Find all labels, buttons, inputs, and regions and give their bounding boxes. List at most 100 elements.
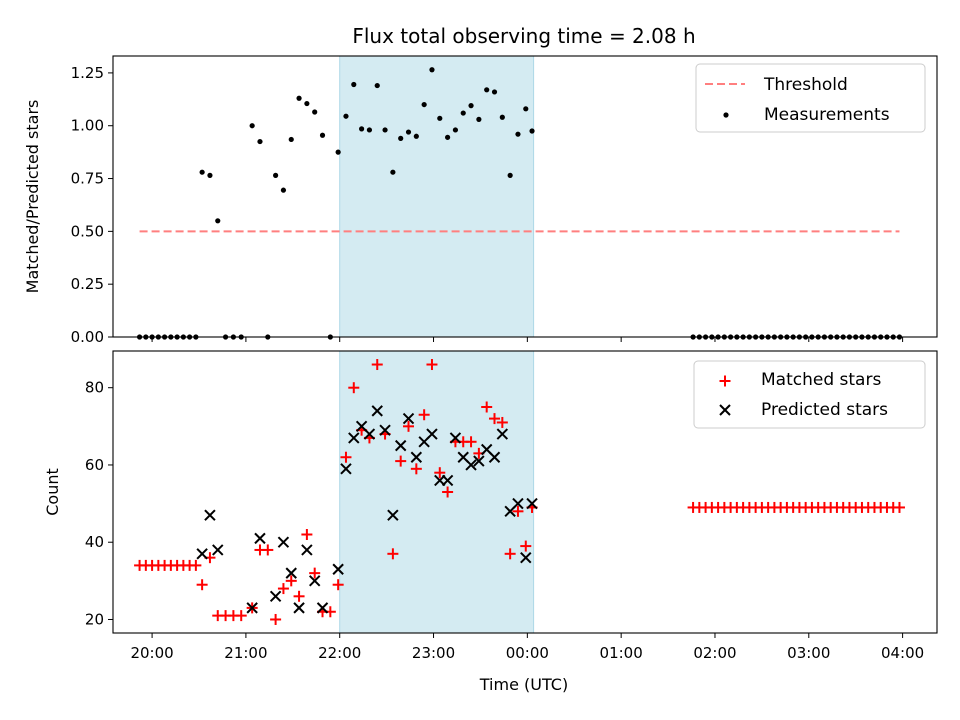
- y-tick-label: 0.25: [71, 275, 104, 293]
- predicted-star-marker: [387, 509, 399, 521]
- matched-star-marker: [332, 579, 344, 591]
- measurement-point: [351, 81, 357, 88]
- measurement-point: [382, 127, 388, 133]
- measurement-point: [405, 129, 412, 135]
- measurement-point: [460, 110, 466, 116]
- predicted-star-marker: [449, 432, 462, 444]
- matched-star-marker: [893, 501, 905, 513]
- measurement-point: [296, 95, 302, 101]
- matched-star-marker: [190, 559, 202, 571]
- top-panel-frame: [112, 55, 938, 338]
- matched-star-marker: [293, 590, 305, 602]
- matched-star-marker: [301, 528, 313, 540]
- matched-star-marker: [371, 359, 383, 371]
- matched-star-marker: [340, 451, 352, 463]
- matched-star-marker: [489, 413, 501, 425]
- x-tick-label: 01:00: [600, 644, 643, 662]
- predicted-star-marker: [402, 412, 415, 425]
- matched-star-marker: [387, 548, 399, 560]
- measurement-point: [304, 100, 310, 107]
- y-tick-label: 60: [85, 456, 104, 474]
- matched-star-marker: [481, 401, 493, 413]
- matched-star-marker: [235, 610, 247, 622]
- measurement-point: [390, 169, 396, 175]
- measurement-point: [257, 138, 263, 145]
- predicted-star-marker: [308, 575, 321, 587]
- predicted-star-marker: [196, 548, 208, 560]
- predicted-star-marker: [301, 544, 313, 556]
- predicted-star-marker: [212, 544, 224, 556]
- matched-star-marker: [277, 583, 289, 595]
- measurement-point: [476, 116, 482, 122]
- predicted-star-marker: [363, 428, 376, 440]
- y-tick-label: 1.25: [71, 64, 104, 82]
- matched-star-marker: [395, 455, 407, 467]
- matched-star-marker: [270, 613, 282, 625]
- measurement-point: [280, 187, 287, 193]
- measurement-point: [484, 87, 490, 93]
- predicted-star-marker: [204, 509, 216, 521]
- measurement-point: [374, 82, 380, 89]
- y-tick-label: 0.00: [71, 328, 104, 346]
- predicted-star-marker: [488, 451, 501, 463]
- legend-measurements-label: Measurements: [764, 105, 890, 125]
- predicted-star-marker: [520, 551, 532, 564]
- predicted-star-marker: [285, 567, 297, 579]
- predicted-star-marker: [340, 463, 352, 475]
- matched-star-marker: [426, 359, 438, 371]
- measurement-point: [523, 106, 529, 112]
- predicted-star-marker: [316, 602, 329, 614]
- predicted-star-marker: [269, 590, 282, 603]
- measurement-point: [215, 218, 221, 224]
- bottom-panel-x-ticks: 20:00 21:00 22:00 23:00 00:00 01:00 02:00 03:00…: [130, 633, 924, 662]
- predicted-star-marker: [441, 474, 454, 487]
- top-panel-y-axis-label: Matched/Predicted stars: [23, 100, 42, 294]
- measurement-point: [343, 113, 349, 119]
- measurement-point: [445, 134, 451, 140]
- measurement-point: [199, 169, 205, 175]
- predicted-star-marker: [348, 432, 360, 444]
- legend-predicted-swatch: [719, 404, 731, 416]
- legend-box: [695, 63, 926, 133]
- measurement-point: [437, 115, 443, 121]
- matched-star-marker: [410, 463, 422, 475]
- measurement-point: [452, 127, 459, 133]
- predicted-star-marker: [254, 532, 266, 545]
- measurement-point: [429, 67, 435, 73]
- x-tick-label: 23:00: [412, 644, 455, 662]
- bottom-panel: 20 40 60 80 20:00 21:00 22:00 23:00 00:00 01:00 0…: [43, 350, 938, 694]
- measurement-point: [249, 123, 255, 129]
- matched-star-marker: [520, 540, 532, 552]
- legend-threshold-label: Threshold: [763, 75, 848, 95]
- matched-star-marker: [418, 409, 430, 421]
- predicted-star-marker: [394, 439, 407, 452]
- y-tick-label: 1.00: [71, 117, 104, 135]
- measurement-point: [319, 132, 326, 138]
- matched-star-marker: [512, 505, 524, 517]
- measurement-point: [468, 103, 474, 109]
- measurement-point: [515, 131, 521, 137]
- predicted-star-marker: [465, 459, 477, 471]
- x-tick-label: 02:00: [693, 644, 736, 662]
- matched-star-marker: [434, 467, 446, 479]
- measurement-point: [507, 172, 513, 178]
- x-tick-label: 22:00: [318, 644, 361, 662]
- bottom-panel-legend: Matched stars Predicted stars: [693, 360, 926, 429]
- predicted-star-marker: [379, 424, 391, 436]
- top-panel-y-ticks: 0.00 0.25 0.50 0.75 1.00 1.25: [71, 64, 113, 346]
- matched-star-marker: [196, 579, 208, 591]
- measurement-point: [312, 109, 318, 115]
- chart-title: Flux total observing time = 2.08 h: [352, 24, 695, 48]
- observing-window-shade: [339, 55, 535, 338]
- predicted-star-marker: [473, 455, 485, 467]
- measurement-point: [413, 133, 419, 139]
- predicted-star-marker: [496, 428, 509, 440]
- predicted-star-marker: [526, 497, 538, 510]
- measurement-point: [335, 149, 341, 155]
- measurement-point: [273, 172, 279, 178]
- y-tick-label: 40: [85, 533, 104, 551]
- bottom-panel-y-ticks: 20 40 60 80: [85, 379, 113, 628]
- measurement-point: [491, 89, 498, 95]
- y-tick-label: 0.75: [71, 170, 104, 188]
